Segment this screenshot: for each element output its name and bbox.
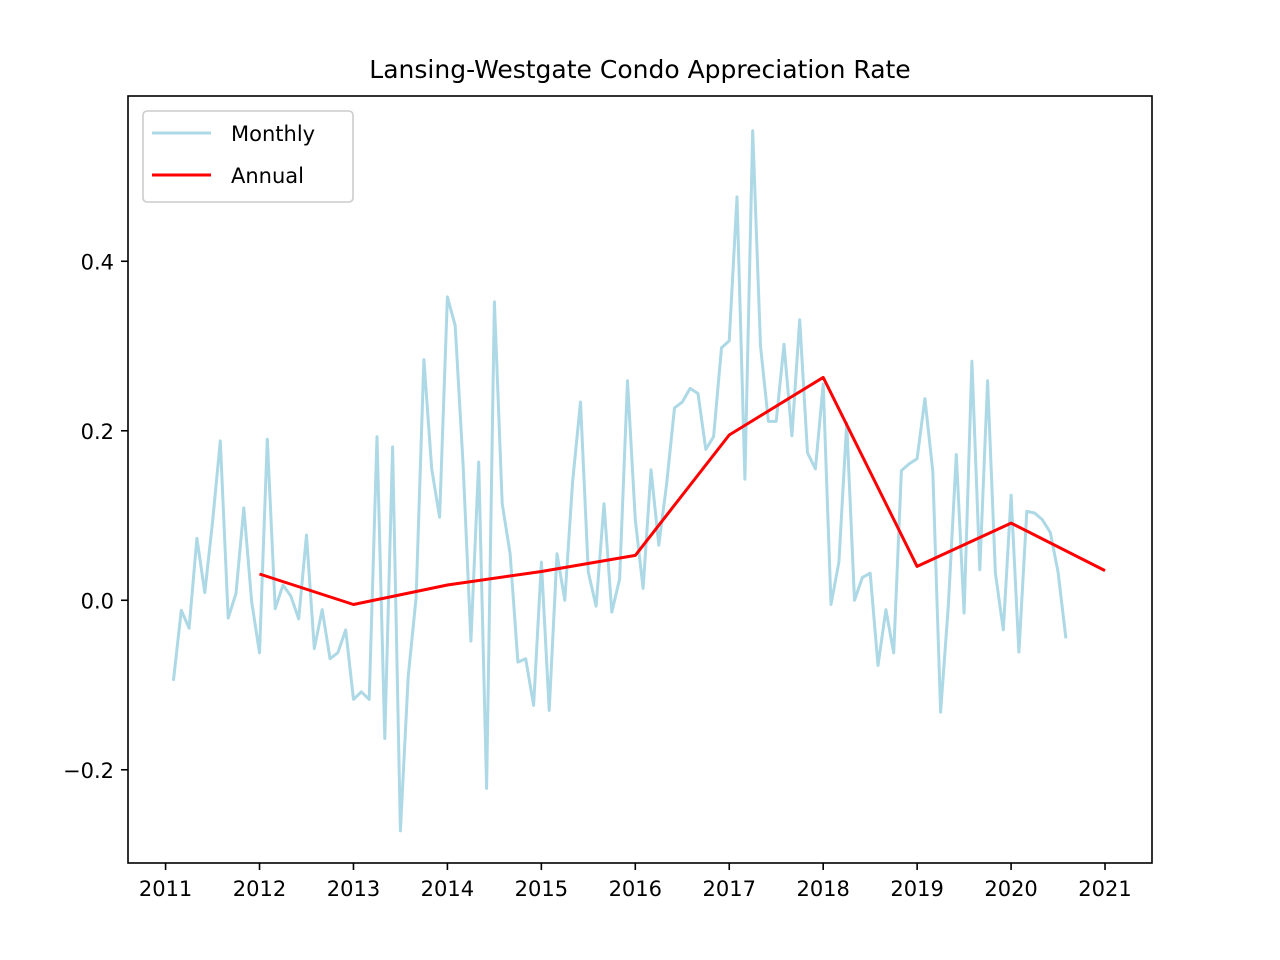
x-tick-label: 2019 — [890, 877, 943, 901]
y-axis: −0.2 0.0 0.2 0.4 — [63, 250, 128, 783]
legend-label-annual: Annual — [231, 164, 304, 188]
x-tick-label: 2012 — [233, 877, 286, 901]
x-axis: 2011 2012 2013 2014 2015 2016 2017 2018 2019 2020… — [139, 863, 1132, 901]
y-tick-label: 0.0 — [81, 589, 114, 613]
series-line-annual — [259, 375, 1106, 606]
x-tick-label: 2021 — [1078, 877, 1131, 901]
x-tick-label: 2017 — [703, 877, 756, 901]
y-tick-label: 0.4 — [81, 250, 114, 274]
x-tick-label: 2011 — [139, 877, 192, 901]
plot-area — [171, 129, 1106, 833]
chart-title: Lansing-Westgate Condo Appreciation Rate — [369, 55, 910, 84]
x-tick-label: 2020 — [984, 877, 1037, 901]
axes-frame — [127, 95, 1153, 864]
x-tick-label: 2015 — [515, 877, 568, 901]
x-tick-label: 2018 — [796, 877, 849, 901]
series-line-monthly — [171, 129, 1068, 833]
legend-label-monthly: Monthly — [231, 122, 315, 146]
x-tick-label: 2014 — [421, 877, 474, 901]
x-tick-label: 2016 — [609, 877, 662, 901]
y-tick-label: −0.2 — [63, 759, 114, 783]
y-tick-label: 0.2 — [81, 420, 114, 444]
legend: Monthly Annual — [142, 110, 354, 203]
x-tick-label: 2013 — [327, 877, 380, 901]
